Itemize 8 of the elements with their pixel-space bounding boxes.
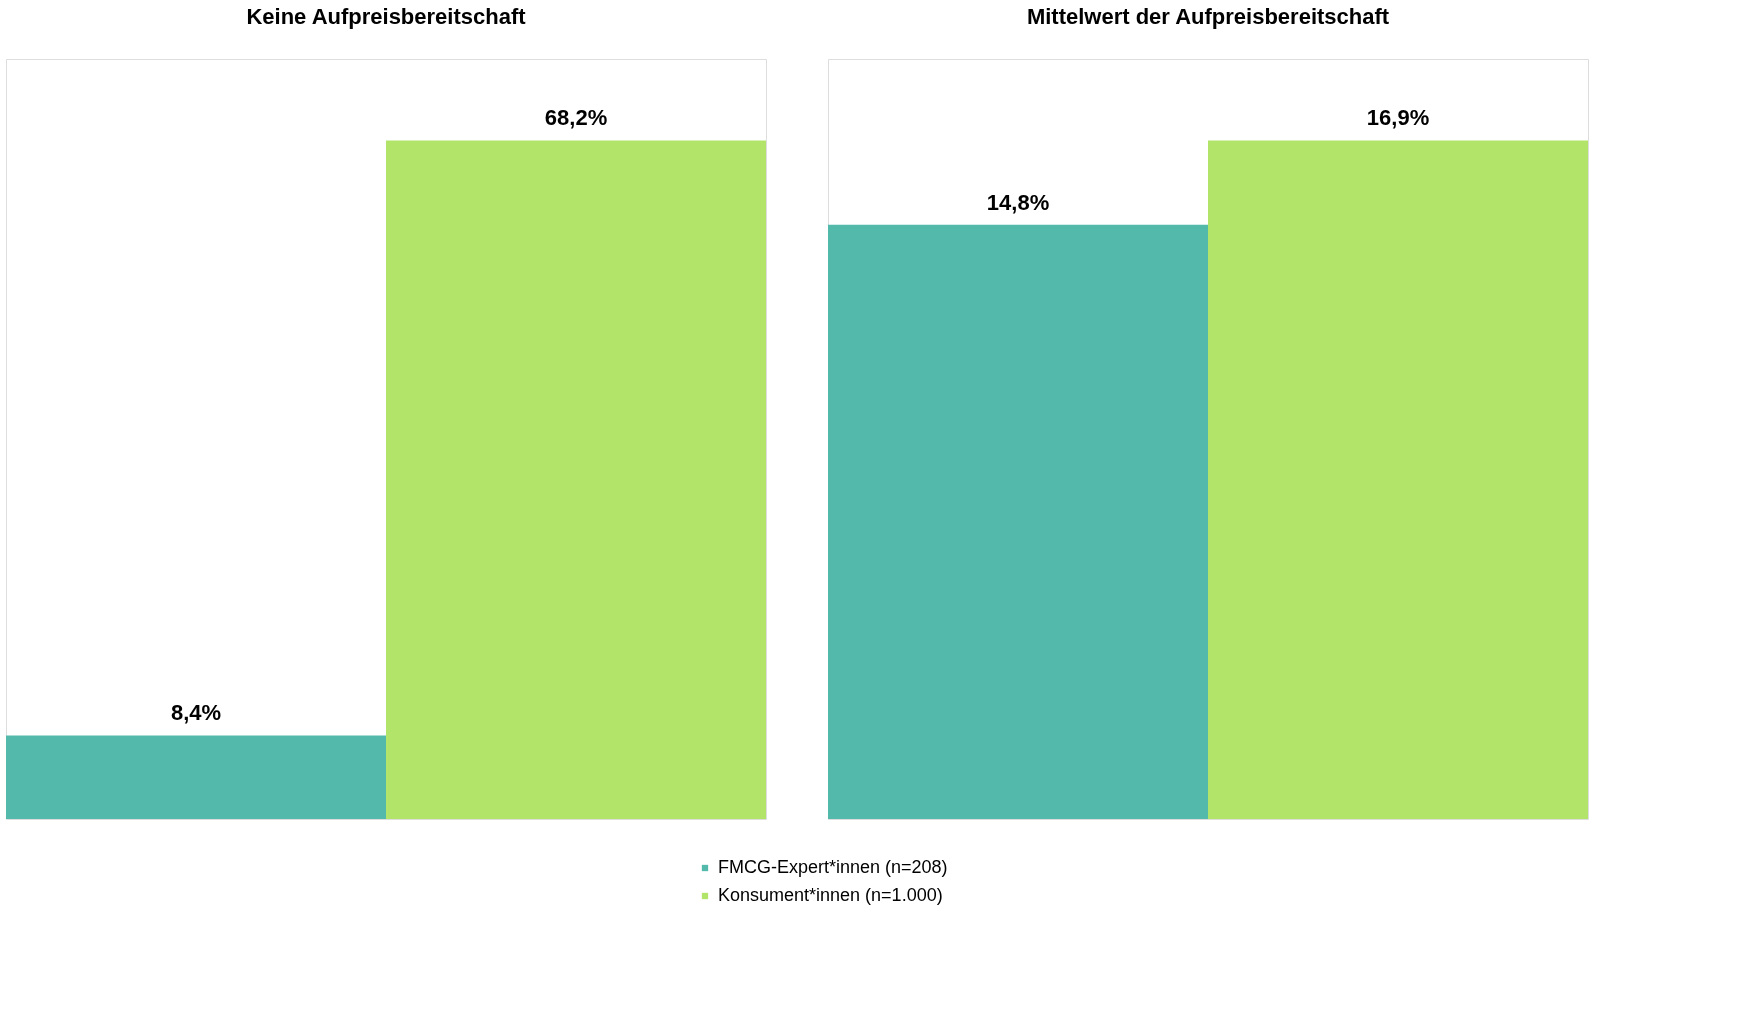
- chart-title: Keine Aufpreisbereitschaft: [246, 4, 527, 29]
- data-label: 16,9%: [1366, 105, 1430, 131]
- data-label: 14,8%: [986, 189, 1050, 215]
- legend-label: Konsument*innen (n=1.000): [718, 885, 943, 905]
- data-label: 68,2%: [544, 105, 608, 131]
- legend-label: FMCG-Expert*innen (n=208): [718, 857, 948, 877]
- chart-title: Mittelwert der Aufpreisbereitschaft: [1026, 4, 1390, 29]
- data-label: 8,4%: [170, 700, 222, 726]
